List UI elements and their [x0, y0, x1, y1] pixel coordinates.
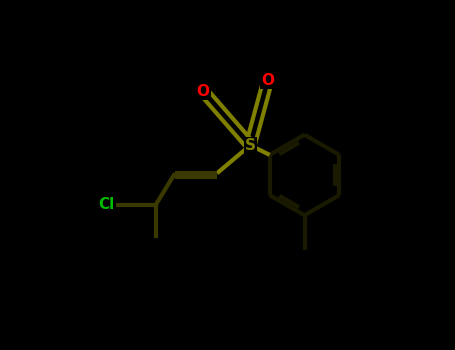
- Text: Cl: Cl: [99, 197, 115, 212]
- Text: O: O: [261, 73, 274, 88]
- Text: S: S: [245, 138, 256, 153]
- Text: O: O: [197, 84, 209, 98]
